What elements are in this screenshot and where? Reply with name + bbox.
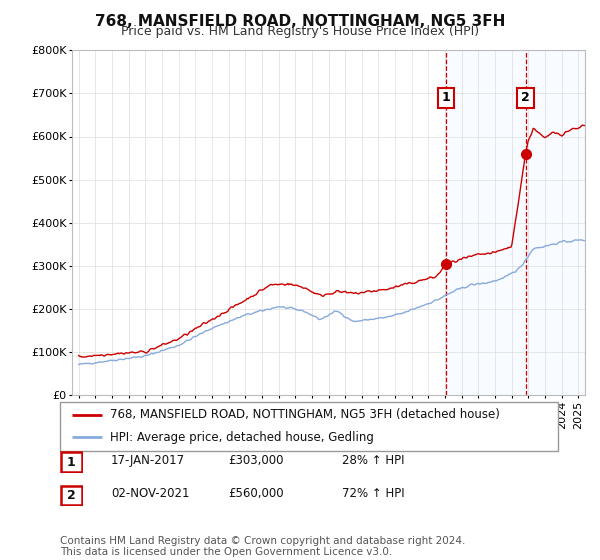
Text: 28% ↑ HPI: 28% ↑ HPI <box>342 454 404 467</box>
Text: 02-NOV-2021: 02-NOV-2021 <box>111 487 190 501</box>
Text: £560,000: £560,000 <box>228 487 284 501</box>
Text: 768, MANSFIELD ROAD, NOTTINGHAM, NG5 3FH: 768, MANSFIELD ROAD, NOTTINGHAM, NG5 3FH <box>95 14 505 29</box>
FancyBboxPatch shape <box>60 402 558 451</box>
Text: 2: 2 <box>67 489 76 502</box>
Text: 1: 1 <box>67 455 76 469</box>
Bar <box>446 50 585 395</box>
Text: HPI: Average price, detached house, Gedling: HPI: Average price, detached house, Gedl… <box>110 431 374 444</box>
Text: Price paid vs. HM Land Registry's House Price Index (HPI): Price paid vs. HM Land Registry's House … <box>121 25 479 38</box>
FancyBboxPatch shape <box>61 452 82 472</box>
Text: 2: 2 <box>521 91 530 104</box>
Text: 768, MANSFIELD ROAD, NOTTINGHAM, NG5 3FH (detached house): 768, MANSFIELD ROAD, NOTTINGHAM, NG5 3FH… <box>110 408 500 421</box>
Text: 1: 1 <box>442 91 450 104</box>
FancyBboxPatch shape <box>61 486 82 505</box>
Text: 72% ↑ HPI: 72% ↑ HPI <box>342 487 404 501</box>
Text: £303,000: £303,000 <box>228 454 284 467</box>
Text: Contains HM Land Registry data © Crown copyright and database right 2024.
This d: Contains HM Land Registry data © Crown c… <box>60 535 466 557</box>
Text: 17-JAN-2017: 17-JAN-2017 <box>111 454 185 467</box>
